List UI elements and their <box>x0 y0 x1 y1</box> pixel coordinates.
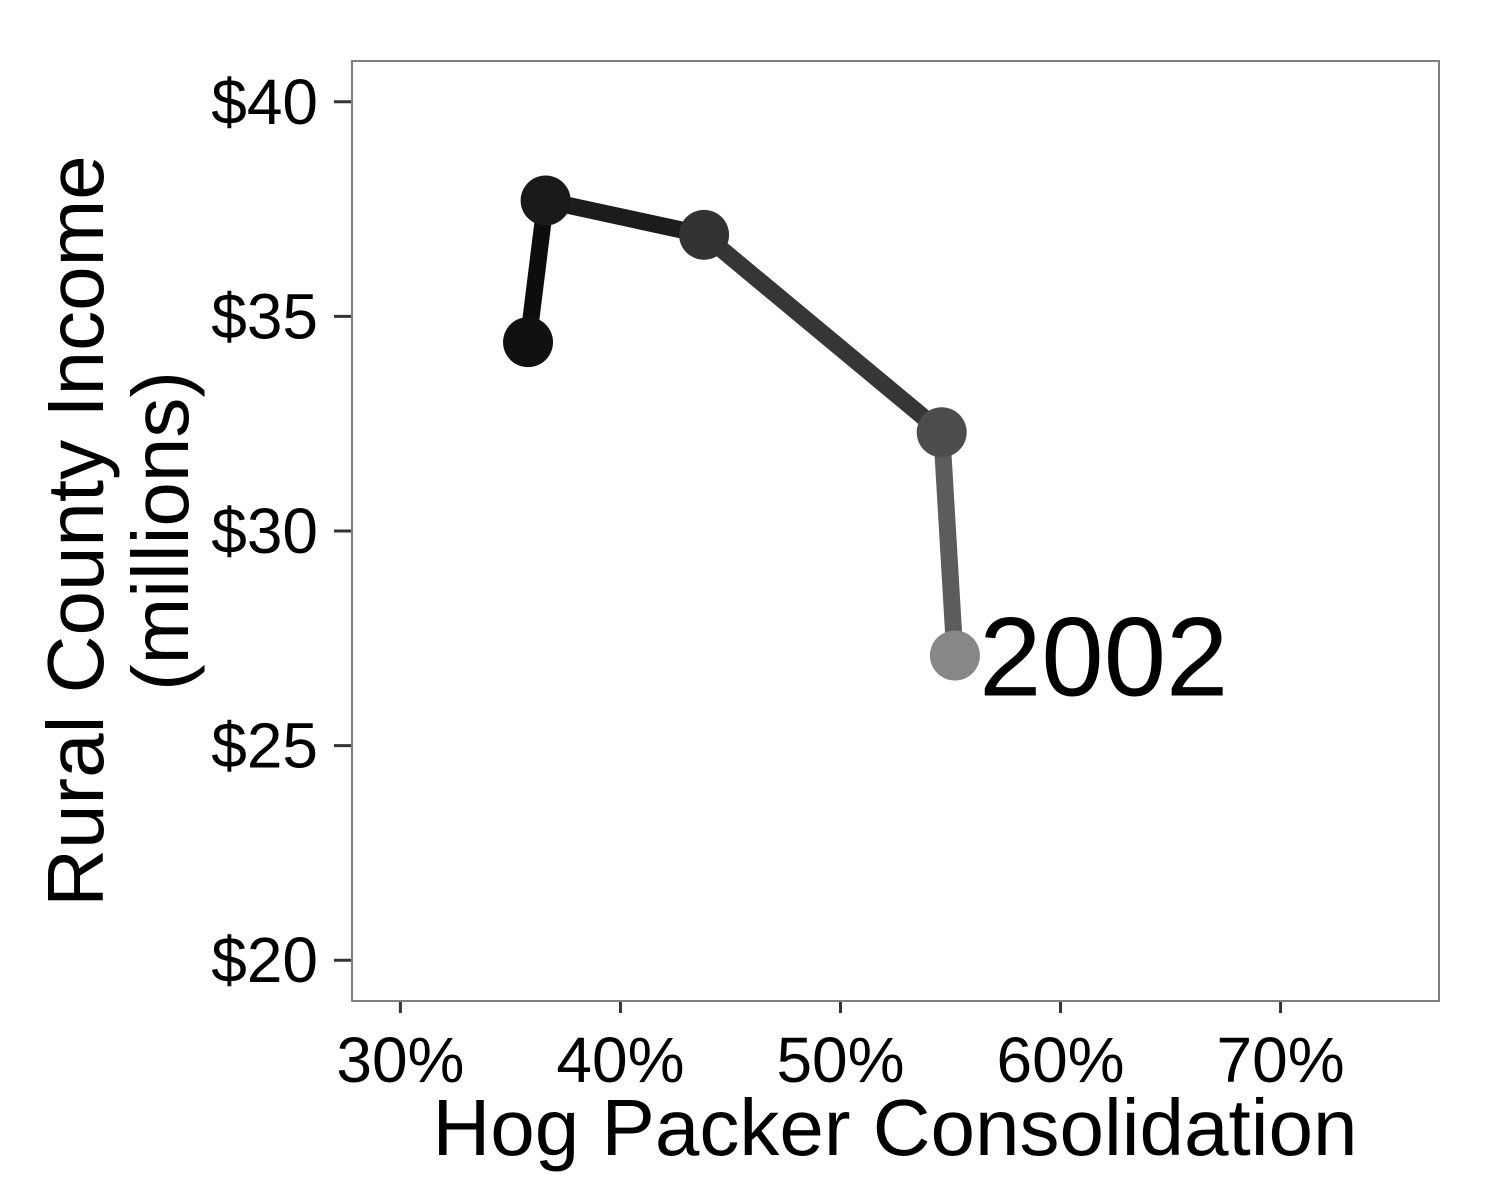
y-axis: $20 $25 $30 $35 $40 <box>211 66 352 996</box>
annotations: 2002 <box>979 594 1228 719</box>
data-point-0-0 <box>503 317 554 368</box>
line-segment-0-3 <box>933 431 964 656</box>
x-tick-label-2: 50% <box>776 1024 904 1096</box>
data-point-0-1 <box>520 175 571 226</box>
plot-panel-border <box>351 60 1440 1002</box>
y-tick-label-0: $20 <box>211 924 318 996</box>
x-axis-title: Hog Packer Consolidation <box>433 1083 1358 1172</box>
y-tick-label-2: $30 <box>211 495 318 567</box>
y-axis-title-line-2: (millions) <box>116 371 205 691</box>
x-tick-label-1: 40% <box>556 1024 684 1096</box>
x-axis: 30% 40% 50% 60% 70% <box>336 1001 1345 1096</box>
x-tick-label-4: 70% <box>1217 1024 1345 1096</box>
y-tick-label-4: $40 <box>211 66 318 138</box>
data-point-0-3 <box>916 407 967 458</box>
x-tick-label-0: 30% <box>336 1024 464 1096</box>
x-tick-label-3: 60% <box>996 1024 1124 1096</box>
data-point-0-4 <box>929 630 980 681</box>
data-point-0-2 <box>679 209 730 260</box>
annotation-label-0: 2002 <box>979 594 1228 719</box>
line-segment-0-2 <box>698 228 948 439</box>
series-points <box>503 175 980 681</box>
y-axis-title-line-1: Rural County Income <box>31 155 120 906</box>
y-tick-label-3: $35 <box>211 280 318 352</box>
line-segment-0-1 <box>543 192 706 244</box>
y-tick-label-1: $25 <box>211 710 318 782</box>
